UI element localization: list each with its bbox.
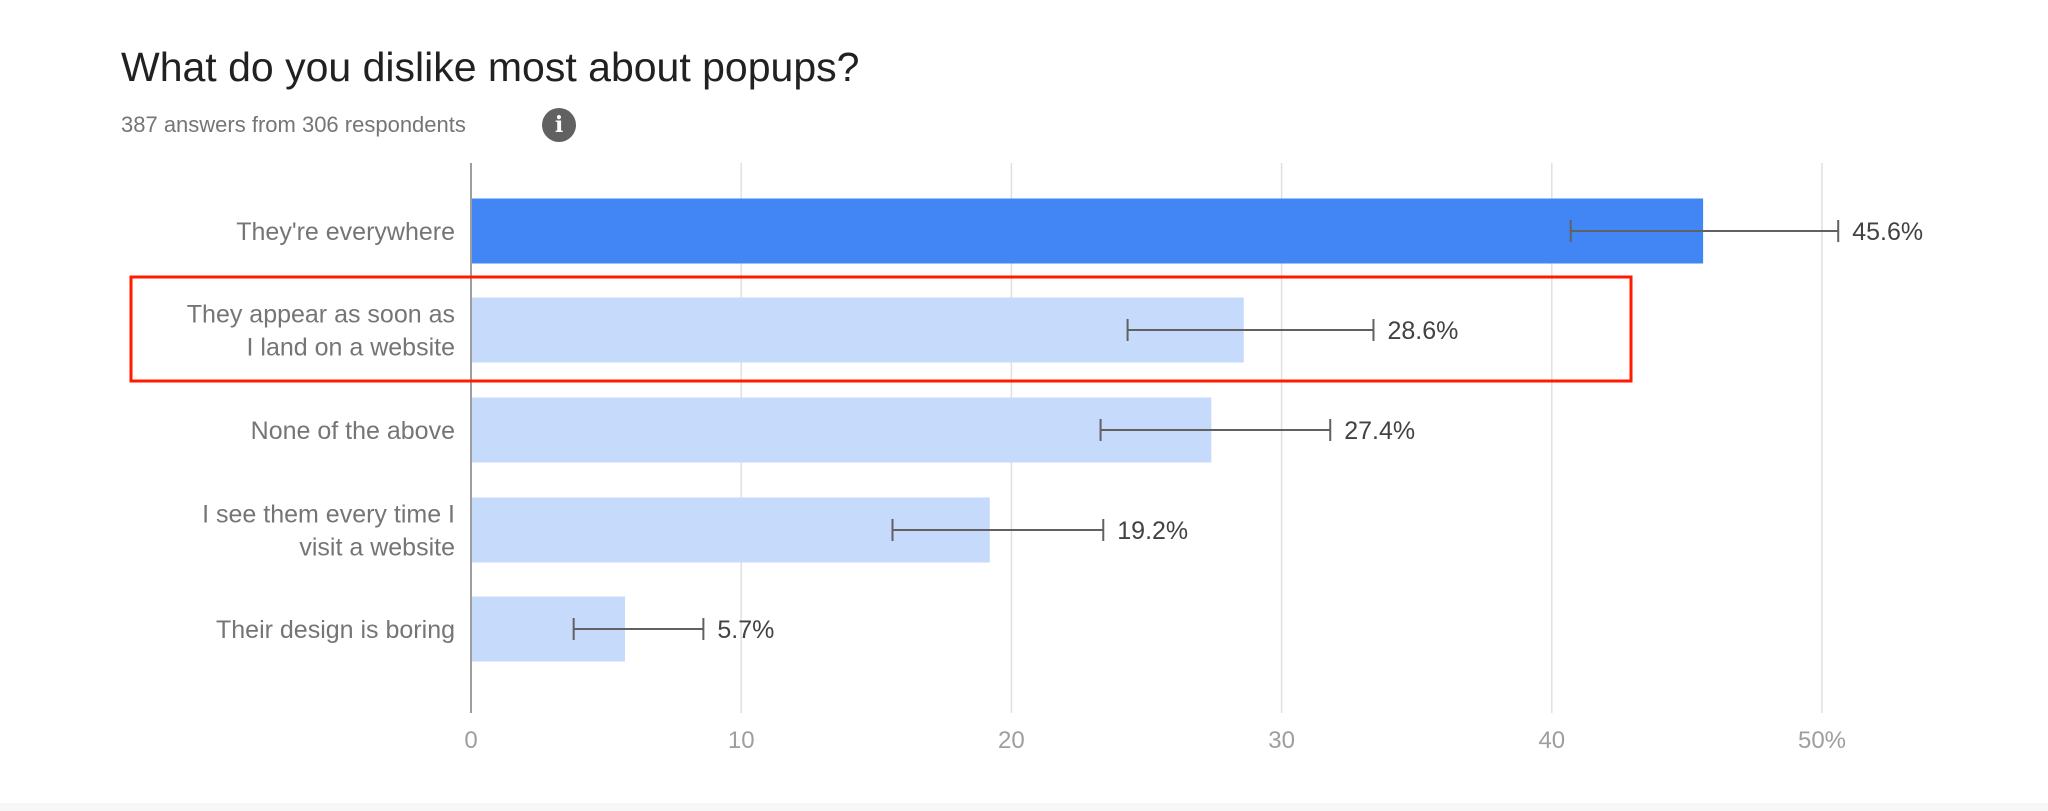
data-label: 45.6%	[1852, 218, 1923, 246]
info-icon[interactable]: i	[542, 108, 576, 142]
highlight-box	[129, 275, 1633, 383]
category-label: None of the above	[251, 417, 455, 445]
category-label: They're everywhere	[236, 218, 455, 246]
data-label: 5.7%	[717, 616, 774, 644]
bar	[471, 198, 1704, 264]
x-tick-label: 10	[728, 727, 755, 754]
category-label-line: visit a website	[299, 534, 455, 562]
category-label-line: None of the above	[251, 417, 455, 445]
category-label-line: Their design is boring	[216, 616, 455, 644]
x-tick-label: 20	[998, 727, 1025, 754]
data-label: 28.6%	[1387, 317, 1458, 345]
data-label: 27.4%	[1344, 417, 1415, 445]
chart-subtitle: 387 answers from 306 respondents	[121, 112, 466, 137]
chart-title: What do you dislike most about popups?	[121, 44, 860, 90]
x-tick-label: 0	[464, 727, 477, 754]
category-label: I see them every time I visit a website	[202, 501, 455, 562]
bar	[471, 397, 1212, 463]
footer-strip	[0, 803, 2048, 811]
category-label: Their design is boring	[216, 616, 455, 644]
x-tick-label: 40	[1538, 727, 1565, 754]
bar	[471, 297, 1244, 363]
category-label: They appear as soon as I land on a websit…	[187, 301, 455, 362]
category-label-line: They're everywhere	[236, 218, 455, 246]
category-label-line: I land on a website	[247, 334, 455, 362]
data-label: 19.2%	[1117, 517, 1188, 545]
x-tick-label: 30	[1268, 727, 1295, 754]
category-label-line: I see them every time I	[202, 501, 455, 529]
category-label-line: They appear as soon as	[187, 301, 455, 329]
x-tick-label: 50%	[1798, 727, 1846, 754]
